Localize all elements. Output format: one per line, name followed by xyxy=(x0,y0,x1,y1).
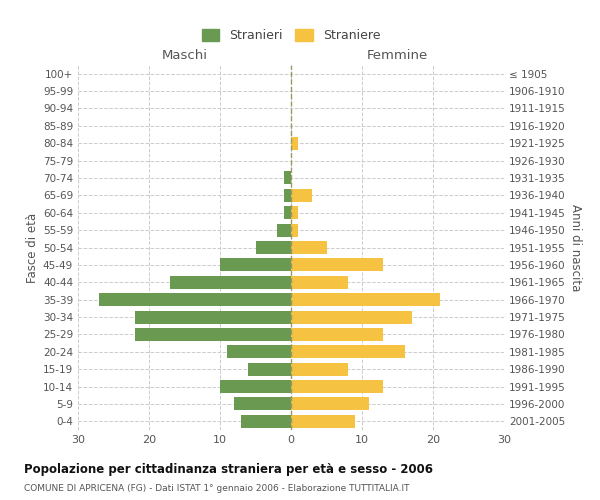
Bar xyxy=(291,258,383,272)
Bar xyxy=(284,189,291,202)
Bar xyxy=(291,224,298,236)
Bar xyxy=(100,293,291,306)
Bar xyxy=(277,224,291,236)
Bar xyxy=(248,362,291,376)
Bar xyxy=(291,241,326,254)
Y-axis label: Fasce di età: Fasce di età xyxy=(26,212,39,282)
Bar xyxy=(220,258,291,272)
Text: Maschi: Maschi xyxy=(161,48,208,62)
Bar xyxy=(291,189,313,202)
Bar xyxy=(291,310,412,324)
Legend: Stranieri, Straniere: Stranieri, Straniere xyxy=(197,24,385,47)
Bar xyxy=(291,206,298,220)
Bar xyxy=(291,362,348,376)
Bar xyxy=(220,380,291,393)
Bar xyxy=(170,276,291,289)
Bar xyxy=(291,380,383,393)
Bar xyxy=(135,328,291,341)
Bar xyxy=(291,398,369,410)
Bar xyxy=(241,415,291,428)
Bar xyxy=(291,328,383,341)
Bar xyxy=(135,310,291,324)
Bar xyxy=(291,276,348,289)
Bar xyxy=(291,415,355,428)
Bar xyxy=(256,241,291,254)
Text: Popolazione per cittadinanza straniera per età e sesso - 2006: Popolazione per cittadinanza straniera p… xyxy=(24,462,433,475)
Bar xyxy=(234,398,291,410)
Bar xyxy=(291,346,404,358)
Bar xyxy=(284,172,291,184)
Text: COMUNE DI APRICENA (FG) - Dati ISTAT 1° gennaio 2006 - Elaborazione TUTTITALIA.I: COMUNE DI APRICENA (FG) - Dati ISTAT 1° … xyxy=(24,484,409,493)
Bar xyxy=(291,293,440,306)
Bar xyxy=(291,136,298,149)
Y-axis label: Anni di nascita: Anni di nascita xyxy=(569,204,582,291)
Text: Femmine: Femmine xyxy=(367,48,428,62)
Bar xyxy=(227,346,291,358)
Bar xyxy=(284,206,291,220)
